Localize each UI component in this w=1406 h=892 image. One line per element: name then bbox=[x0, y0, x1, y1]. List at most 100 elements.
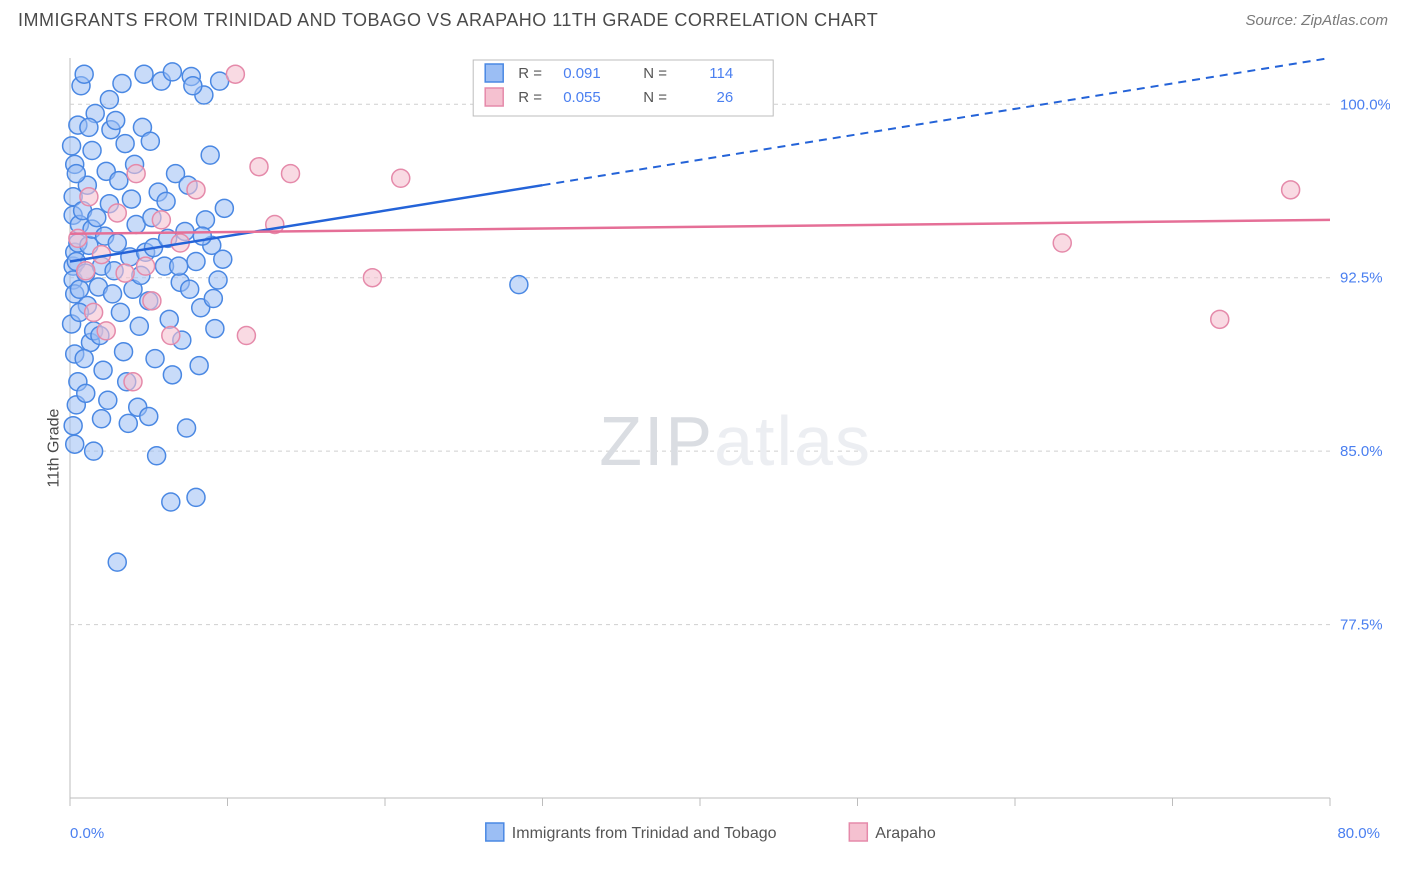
data-point bbox=[204, 290, 222, 308]
data-point bbox=[110, 172, 128, 190]
data-point bbox=[392, 169, 410, 187]
data-point bbox=[250, 158, 268, 176]
legend-n-value: 26 bbox=[717, 89, 734, 106]
data-point bbox=[162, 493, 180, 511]
data-point bbox=[201, 146, 219, 164]
scatter-plot: 77.5% 85.0% 92.5% 100.0% 0.0% 80.0% ZIPatlas R … bbox=[50, 48, 1390, 848]
legend-r-value: 0.055 bbox=[563, 89, 601, 106]
data-point bbox=[130, 317, 148, 335]
data-point bbox=[1053, 234, 1071, 252]
data-point bbox=[209, 271, 227, 289]
data-point bbox=[214, 250, 232, 268]
data-point bbox=[226, 65, 244, 83]
data-point bbox=[70, 280, 88, 298]
data-point bbox=[163, 63, 181, 81]
data-point bbox=[119, 414, 137, 432]
legend-r-label: R = bbox=[518, 89, 542, 106]
y-axis-label: 11th Grade bbox=[45, 409, 63, 488]
trend-line-pink bbox=[70, 220, 1330, 234]
data-point bbox=[187, 181, 205, 199]
data-point bbox=[69, 229, 87, 247]
data-point bbox=[122, 190, 140, 208]
source-label: Source: ZipAtlas.com bbox=[1245, 12, 1388, 29]
x-tick-label: 0.0% bbox=[70, 825, 104, 842]
data-point bbox=[113, 74, 131, 92]
legend-n-label: N = bbox=[643, 65, 667, 82]
data-point bbox=[184, 77, 202, 95]
data-point bbox=[178, 419, 196, 437]
data-point bbox=[85, 303, 103, 321]
data-point bbox=[111, 303, 129, 321]
data-point bbox=[510, 276, 528, 294]
data-point bbox=[187, 253, 205, 271]
data-point bbox=[124, 373, 142, 391]
legend-n-label: N = bbox=[643, 89, 667, 106]
data-point bbox=[63, 137, 81, 155]
data-point bbox=[77, 384, 95, 402]
legend-swatch bbox=[485, 64, 503, 82]
data-point bbox=[107, 111, 125, 129]
data-point bbox=[67, 165, 85, 183]
y-tick-label: 100.0% bbox=[1340, 96, 1390, 113]
data-point bbox=[88, 209, 106, 227]
data-point bbox=[141, 132, 159, 150]
data-point bbox=[80, 188, 98, 206]
data-point bbox=[99, 391, 117, 409]
data-point bbox=[116, 264, 134, 282]
data-point bbox=[148, 447, 166, 465]
legend-r-value: 0.091 bbox=[563, 65, 601, 82]
chart-title: IMMIGRANTS FROM TRINIDAD AND TOBAGO VS A… bbox=[18, 10, 878, 31]
watermark: ZIPatlas bbox=[599, 402, 872, 480]
data-point bbox=[190, 357, 208, 375]
data-point bbox=[137, 257, 155, 275]
x-tick-label: 80.0% bbox=[1337, 825, 1380, 842]
data-point bbox=[85, 442, 103, 460]
legend-series-label: Arapaho bbox=[875, 825, 936, 842]
data-point bbox=[1282, 181, 1300, 199]
legend-n-value: 114 bbox=[709, 65, 733, 82]
data-point bbox=[127, 165, 145, 183]
legend-series-label: Immigrants from Trinidad and Tobago bbox=[512, 825, 777, 842]
data-point bbox=[162, 327, 180, 345]
data-point bbox=[75, 350, 93, 368]
data-point bbox=[146, 350, 164, 368]
data-point bbox=[1211, 310, 1229, 328]
data-point bbox=[140, 407, 158, 425]
data-point bbox=[187, 488, 205, 506]
data-point bbox=[170, 257, 188, 275]
data-point bbox=[363, 269, 381, 287]
title-bar: IMMIGRANTS FROM TRINIDAD AND TOBAGO VS A… bbox=[0, 0, 1406, 37]
legend-swatch bbox=[486, 823, 504, 841]
data-point bbox=[100, 91, 118, 109]
data-point bbox=[115, 343, 133, 361]
legend-r-label: R = bbox=[518, 65, 542, 82]
data-point bbox=[108, 553, 126, 571]
legend-swatch bbox=[849, 823, 867, 841]
data-point bbox=[116, 135, 134, 153]
data-point bbox=[143, 292, 161, 310]
data-point bbox=[93, 410, 111, 428]
data-point bbox=[83, 142, 101, 160]
data-point bbox=[157, 192, 175, 210]
data-point bbox=[66, 435, 84, 453]
data-point bbox=[108, 234, 126, 252]
data-point bbox=[282, 165, 300, 183]
data-point bbox=[237, 327, 255, 345]
data-point bbox=[152, 211, 170, 229]
data-point bbox=[75, 65, 93, 83]
y-tick-label: 92.5% bbox=[1340, 270, 1383, 287]
data-point bbox=[135, 65, 153, 83]
data-point bbox=[163, 366, 181, 384]
legend-swatch bbox=[485, 88, 503, 106]
data-point bbox=[108, 204, 126, 222]
data-point bbox=[64, 417, 82, 435]
y-tick-label: 85.0% bbox=[1340, 443, 1383, 460]
data-point bbox=[97, 322, 115, 340]
data-point bbox=[80, 118, 98, 136]
data-point bbox=[104, 285, 122, 303]
data-point bbox=[196, 211, 214, 229]
data-point bbox=[215, 199, 233, 217]
y-tick-label: 77.5% bbox=[1340, 617, 1383, 634]
data-point bbox=[160, 310, 178, 328]
data-point bbox=[94, 361, 112, 379]
